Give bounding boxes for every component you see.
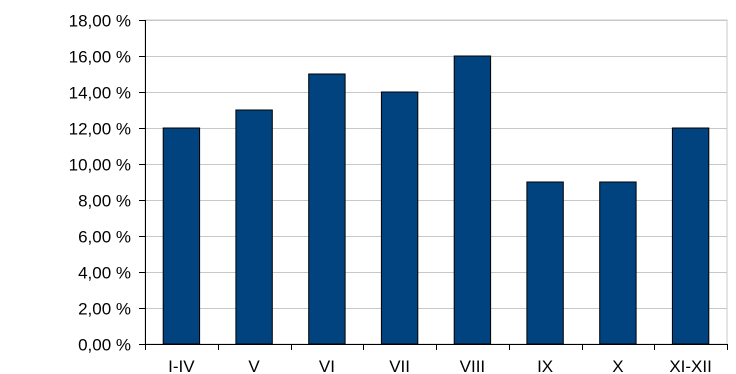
axes bbox=[139, 20, 728, 350]
bar-3 bbox=[380, 91, 419, 345]
y-tick-label: 14,00 % bbox=[69, 84, 131, 103]
bars bbox=[162, 55, 710, 345]
y-tick-label: 12,00 % bbox=[69, 120, 131, 139]
y-tick-labels: 0,00 % 2,00 % 4,00 % 6,00 % 8,00 % 10,00 % 12,… bbox=[69, 12, 131, 355]
gridlines bbox=[144, 19, 728, 345]
bar-0 bbox=[162, 127, 201, 345]
bar-4 bbox=[453, 55, 492, 345]
y-tick-label: 16,00 % bbox=[69, 48, 131, 67]
y-tick-label: 8,00 % bbox=[78, 192, 131, 211]
x-category-label: XI-XII bbox=[669, 357, 712, 374]
x-category-label: I-IV bbox=[168, 357, 195, 374]
bar-7 bbox=[671, 127, 710, 345]
y-tick-label: 10,00 % bbox=[69, 156, 131, 175]
bar-1 bbox=[235, 109, 273, 345]
bar-5 bbox=[526, 181, 564, 345]
y-tick-label: 6,00 % bbox=[78, 228, 131, 247]
x-category-label: V bbox=[248, 357, 260, 374]
x-category-label: VII bbox=[389, 357, 410, 374]
x-category-label: VIII bbox=[460, 357, 486, 374]
x-category-label: IX bbox=[537, 357, 553, 374]
x-category-label: X bbox=[612, 357, 623, 374]
y-tick-label: 0,00 % bbox=[78, 336, 131, 355]
x-category-labels: I-IV V VI VII VIII IX X XI-XII bbox=[168, 357, 712, 374]
y-tick-label: 4,00 % bbox=[78, 264, 131, 283]
x-category-label: VI bbox=[319, 357, 335, 374]
y-tick-label: 2,00 % bbox=[78, 300, 131, 319]
bar-2 bbox=[308, 73, 346, 345]
y-tick-label: 18,00 % bbox=[69, 12, 131, 31]
plot-area-frame bbox=[144, 19, 728, 345]
bar-6 bbox=[599, 181, 637, 345]
